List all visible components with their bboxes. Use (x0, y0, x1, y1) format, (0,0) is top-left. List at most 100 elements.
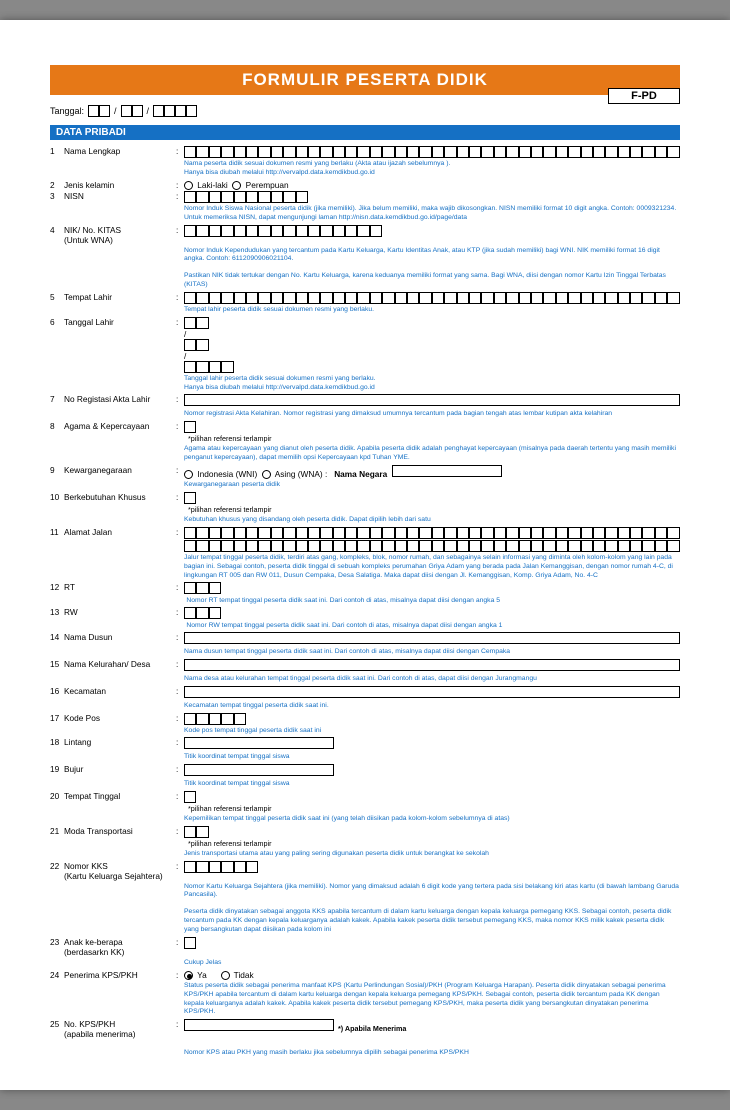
radio-wni[interactable] (184, 470, 193, 479)
row-hint: Kecamatan tempat tinggal peserta didik s… (184, 702, 680, 711)
row-number: 9 (50, 465, 64, 475)
row-field (184, 861, 680, 873)
row-hint: Cukup Jelas (184, 959, 680, 968)
row-hint: Nomor Induk Siswa Nasional peserta didik… (184, 205, 680, 223)
row-number: 8 (50, 421, 64, 431)
row-label: Alamat Jalan (64, 527, 176, 537)
row-label: Moda Transportasi (64, 826, 176, 836)
text-input[interactable] (184, 737, 334, 749)
row-field: *pilihan referensi terlampir (184, 826, 680, 848)
text-input[interactable] (184, 659, 680, 671)
row-hint: Nama dusun tempat tinggal peserta didik … (184, 648, 680, 657)
row-field: *) Apabila Menerima (184, 1019, 680, 1033)
row-hint: Kepemilikan tempat tinggal peserta didik… (184, 815, 680, 824)
country-input[interactable] (392, 465, 502, 477)
row-number: 13 (50, 607, 64, 617)
row-number: 1 (50, 146, 64, 156)
row-number: 18 (50, 737, 64, 747)
row-hint: Nama peserta didik sesuai dokumen resmi … (184, 160, 680, 178)
row-hint: Kewarganegaraan peserta didik (184, 481, 680, 490)
row-hint: Agama atau kepercayaan yang dianut oleh … (184, 445, 680, 463)
row-label: Berkebutuhan Khusus (64, 492, 176, 502)
row-field (184, 737, 680, 751)
row-hint: Nomor Kartu Keluarga Sejahtera (jika mem… (184, 883, 680, 901)
radio-male[interactable] (184, 181, 193, 190)
row-number: 10 (50, 492, 64, 502)
form-row: 16Kecamatan: (50, 686, 680, 700)
form-row: 15Nama Kelurahan/ Desa: (50, 659, 680, 673)
row-field (184, 191, 680, 203)
row-label: Jenis kelamin (64, 180, 176, 190)
row-hint: Kebutuhan khusus yang disandang oleh pes… (184, 516, 680, 525)
row-number: 19 (50, 764, 64, 774)
radio-wna[interactable] (262, 470, 271, 479)
row-hint: Nama desa atau kelurahan tempat tinggal … (184, 675, 680, 684)
row-hint: Jalur tempat tinggal peserta didik, terd… (184, 554, 680, 580)
text-input[interactable] (184, 394, 680, 406)
form-row: 14Nama Dusun: (50, 632, 680, 646)
text-input[interactable] (184, 632, 680, 644)
form-row: 24Penerima KPS/PKH: Ya Tidak (50, 970, 680, 980)
row-field: Nomor RW tempat tinggal peserta didik sa… (184, 607, 680, 631)
row-label: Agama & Kepercayaan (64, 421, 176, 431)
row-number: 24 (50, 970, 64, 980)
row-field (184, 225, 680, 237)
form-row: 6Tanggal Lahir: / / (50, 317, 680, 373)
radio-no[interactable] (221, 971, 230, 980)
row-number: 22 (50, 861, 64, 871)
row-field: Nomor RT tempat tinggal peserta didik sa… (184, 582, 680, 606)
radio-yes[interactable] (184, 971, 193, 980)
row-number: 11 (50, 527, 64, 537)
row-hint2: Pastikan NIK tidak tertukar dengan No. K… (184, 272, 680, 290)
row-hint: Nomor registrasi Akta Kelahiran. Nomor r… (184, 410, 680, 419)
row-field (184, 632, 680, 646)
row-label: Kecamatan (64, 686, 176, 696)
text-input[interactable] (184, 764, 334, 776)
row-label: Anak ke-berapa(berdasarkn KK) (64, 937, 176, 957)
row-field: Laki-laki Perempuan (184, 180, 680, 190)
row-label: Kewarganegaraan (64, 465, 176, 475)
form-row: 13RW: Nomor RW tempat tinggal peserta di… (50, 607, 680, 631)
row-hint: Nomor KPS atau PKH yang masih berlaku ji… (184, 1041, 680, 1058)
row-number: 7 (50, 394, 64, 404)
form-row: 20Tempat Tinggal:*pilihan referensi terl… (50, 791, 680, 813)
row-label: RW (64, 607, 176, 617)
row-label: Tanggal Lahir (64, 317, 176, 327)
row-number: 21 (50, 826, 64, 836)
radio-female[interactable] (232, 181, 241, 190)
row-field: *pilihan referensi terlampir (184, 421, 680, 443)
row-number: 16 (50, 686, 64, 696)
row-field (184, 764, 680, 778)
row-hint: Titik koordinat tempat tinggal siswa (184, 753, 680, 762)
row-field: Ya Tidak (184, 970, 680, 980)
section-header: DATA PRIBADI (50, 125, 680, 140)
row-number: 5 (50, 292, 64, 302)
row-field (184, 713, 680, 725)
row-field: Indonesia (WNI) Asing (WNA) : Nama Negar… (184, 465, 680, 479)
row-number: 15 (50, 659, 64, 669)
form-row: 8Agama & Kepercayaan:*pilihan referensi … (50, 421, 680, 443)
row-label: NISN (64, 191, 176, 201)
form-row: 4NIK/ No. KITAS(Untuk WNA): (50, 225, 680, 245)
form-rows: 1Nama Lengkap: Nama peserta didik sesuai … (50, 146, 680, 1060)
form-row: 11Alamat Jalan: (50, 527, 680, 552)
form-row: 7No Registasi Akta Lahir: (50, 394, 680, 408)
form-code: F-PD (608, 88, 680, 104)
row-number: 12 (50, 582, 64, 592)
row-hint: Tanggal lahir peserta didik sesuai dokum… (184, 375, 680, 393)
text-input[interactable] (184, 1019, 334, 1031)
row-label: Nomor KKS(Kartu Keluarga Sejahtera) (64, 861, 176, 881)
date-label: Tanggal: (50, 106, 84, 116)
form-row: 18Lintang: (50, 737, 680, 751)
form-row: 21Moda Transportasi:*pilihan referensi t… (50, 826, 680, 848)
row-number: 6 (50, 317, 64, 327)
form-row: 1Nama Lengkap: (50, 146, 680, 158)
row-label: Nama Dusun (64, 632, 176, 642)
row-label: Nama Kelurahan/ Desa (64, 659, 176, 669)
form-row: 23Anak ke-berapa(berdasarkn KK): (50, 937, 680, 957)
row-hint2: Peserta didik dinyatakan sebagai anggota… (184, 908, 680, 934)
row-field (184, 527, 680, 552)
text-input[interactable] (184, 686, 680, 698)
date-row: Tanggal: / / (50, 105, 680, 117)
row-label: Bujur (64, 764, 176, 774)
